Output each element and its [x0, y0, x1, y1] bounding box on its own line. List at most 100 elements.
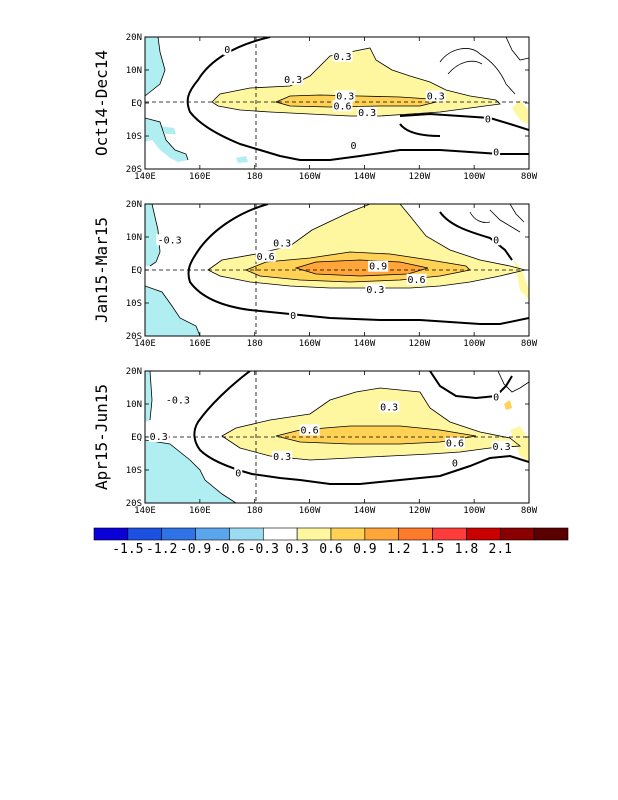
contour-label: 0.3	[493, 442, 511, 453]
panel-label: Oct14-Dec14	[92, 50, 111, 156]
contour-label-bg	[368, 260, 389, 272]
colorbar-swatch	[161, 527, 196, 541]
land-shade	[145, 286, 200, 336]
colorbar-label: -1.2	[146, 542, 177, 557]
y-tick-label: 20S	[126, 332, 142, 342]
y-tick-label: 10N	[126, 66, 142, 76]
anom-fill-0.9	[294, 259, 429, 277]
contour-label-bg	[335, 90, 356, 102]
contour-label-bg	[425, 90, 446, 102]
x-tick-label: 180	[247, 172, 263, 182]
colorbar-swatch	[466, 527, 501, 541]
contour-label: 0	[452, 458, 458, 469]
contour-label: 0.3	[366, 285, 384, 296]
colorbar-label: 0.6	[319, 542, 342, 557]
panel-label: Jan15-Mar15	[92, 217, 111, 323]
contour-label: 0	[493, 235, 499, 246]
y-tick-label: 10S	[126, 466, 142, 476]
contour-label: 0	[290, 311, 296, 322]
y-tick-label: 20N	[126, 367, 142, 377]
contour-label: -0.3	[166, 396, 190, 407]
contour-label: 0.6	[257, 252, 275, 263]
x-tick-label: 120W	[408, 506, 430, 516]
y-tick-label: 20N	[126, 200, 142, 210]
x-tick-label: 140E	[134, 339, 156, 349]
contour-label: 0.6	[408, 275, 426, 286]
x-tick-label: 140W	[354, 506, 376, 516]
contour-label: 0	[235, 468, 241, 479]
y-tick-label: 10N	[126, 233, 142, 243]
x-tick-label: 160W	[299, 172, 321, 182]
colorbar-swatch	[296, 527, 332, 541]
contour-label-bg	[283, 73, 304, 85]
land-shade	[160, 126, 176, 134]
y-tick-label: 20S	[126, 499, 142, 509]
y-tick-label: EQ	[131, 99, 142, 109]
y-tick-label: 20N	[126, 33, 142, 43]
contour-label-bg	[357, 106, 378, 118]
x-tick-label: 160E	[189, 339, 211, 349]
contour-label: 0.3	[333, 52, 351, 63]
contour-label: 0.6	[333, 101, 351, 112]
colorbar-swatch	[499, 527, 535, 541]
colorbar-swatch	[262, 527, 298, 541]
panel-2	[144, 203, 530, 337]
contour-label: 0	[350, 141, 356, 152]
panel-label: Apr15-Jun15	[92, 384, 111, 490]
x-tick-label: 140E	[134, 172, 156, 182]
contour-label-bg	[289, 310, 298, 322]
land-shade	[145, 204, 160, 266]
x-tick-label: 100W	[463, 339, 485, 349]
contour-label-bg	[444, 437, 465, 449]
x-tick-label: 120W	[408, 172, 430, 182]
y-tick-label: 10S	[126, 299, 142, 309]
contour-label-bg	[332, 50, 353, 62]
colorbar-label: 0.3	[285, 542, 308, 557]
contour-label: 0.3	[284, 75, 302, 86]
colorbar-label: 0.9	[353, 542, 376, 557]
contour-label: -0.3	[158, 235, 182, 246]
contour-label-bg	[406, 273, 427, 285]
contour-label-bg	[234, 467, 243, 479]
contour-label-bg	[156, 234, 183, 246]
zero-contour	[439, 211, 513, 261]
x-tick-label: 180	[247, 339, 263, 349]
colorbar-swatch	[330, 527, 366, 541]
y-tick-label: 10S	[126, 132, 142, 142]
contour-label-bg	[272, 450, 293, 462]
x-tick-label: 160E	[189, 172, 211, 182]
x-tick-label: 80W	[521, 172, 538, 182]
colorbar-label: 2.1	[489, 542, 512, 557]
x-tick-label: 160W	[299, 506, 321, 516]
contour-label: 0.3	[273, 452, 291, 463]
contour-label-bg	[379, 401, 400, 413]
x-tick-label: 100W	[463, 172, 485, 182]
contour-label-bg	[483, 113, 492, 125]
contour-label-bg	[255, 250, 276, 262]
colorbar-swatch	[93, 527, 129, 541]
colorbar-swatch	[533, 527, 569, 541]
colorbar-label: 1.5	[421, 542, 444, 557]
contour-label-bg	[349, 139, 358, 151]
land-shade	[145, 371, 152, 422]
contour-label: 0.6	[446, 439, 464, 450]
contour-label-bg	[299, 424, 320, 436]
x-tick-label: 120W	[408, 339, 430, 349]
colorbar-label: 1.2	[387, 542, 410, 557]
colorbar-swatch	[364, 527, 400, 541]
contour-label-bg	[492, 234, 501, 246]
x-tick-label: 100W	[463, 506, 485, 516]
zero-contour	[193, 371, 529, 485]
contour-label-bg	[365, 283, 386, 295]
x-tick-label: 140E	[134, 506, 156, 516]
y-tick-label: EQ	[131, 433, 142, 443]
x-tick-label: 160W	[299, 339, 321, 349]
colorbar-label: -0.9	[180, 542, 211, 557]
colorbar-swatch	[398, 527, 433, 541]
zero-contour	[186, 37, 529, 161]
colorbar-label: -0.3	[248, 542, 279, 557]
y-tick-label: EQ	[131, 266, 142, 276]
zero-contour	[399, 123, 441, 137]
land-shade	[236, 156, 248, 163]
